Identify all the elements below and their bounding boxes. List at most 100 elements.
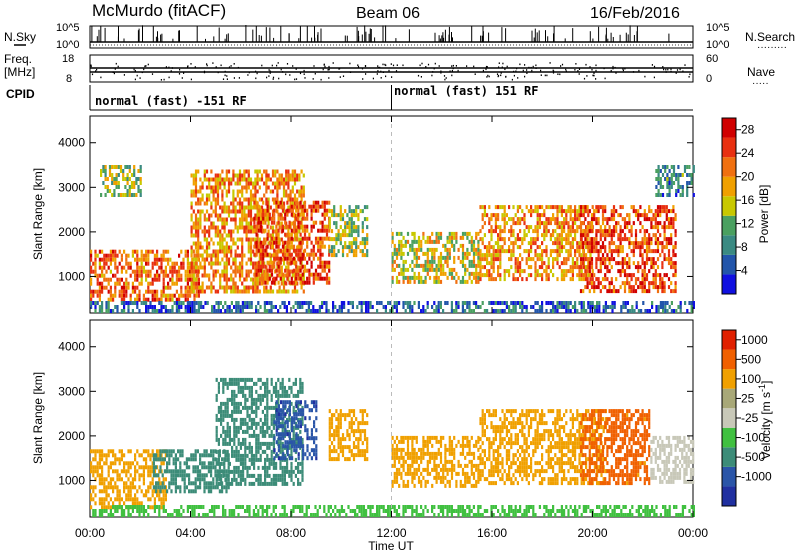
- echo-cell: [245, 277, 248, 282]
- echo-cell: [262, 244, 265, 249]
- echo-cell: [107, 481, 110, 486]
- echo-cell: [299, 256, 302, 261]
- freq-sample: [432, 71, 434, 73]
- echo-cell: [402, 267, 405, 272]
- echo-cell: [208, 177, 211, 182]
- echo-cell: [92, 469, 95, 474]
- echo-cell: [333, 253, 336, 258]
- echo-cell: [346, 225, 349, 230]
- echo-cell: [260, 177, 264, 182]
- freq-sample: [90, 64, 92, 67]
- echo-cell: [216, 185, 220, 190]
- echo-cell: [227, 461, 230, 466]
- echo-cell: [558, 221, 561, 226]
- echo-cell: [521, 241, 524, 246]
- freq-sample: [224, 74, 226, 77]
- echo-cell: [210, 265, 213, 270]
- echo-cell: [183, 485, 186, 490]
- echo-cell: [125, 493, 128, 498]
- echo-cell: [151, 493, 154, 498]
- freq-sample: [560, 65, 562, 67]
- echo-cell: [525, 309, 528, 313]
- echo-cell: [488, 221, 491, 226]
- echo-cell: [147, 305, 150, 309]
- echo-cell: [112, 461, 115, 466]
- echo-cell: [225, 469, 228, 474]
- echo-cell: [120, 277, 123, 282]
- echo-cell: [417, 235, 421, 240]
- echo-cell: [428, 263, 432, 268]
- echo-cell: [661, 261, 664, 266]
- echo-cell: [659, 181, 662, 185]
- echo-cell: [263, 273, 266, 278]
- freq-sample: [526, 72, 528, 74]
- echo-cell: [222, 377, 225, 382]
- echo-cell: [475, 279, 478, 284]
- echo-cell: [464, 263, 467, 268]
- echo-cell: [174, 457, 177, 462]
- echo-cell: [643, 233, 646, 238]
- echo-cell: [335, 241, 338, 246]
- echo-cell: [232, 193, 235, 198]
- echo-cell: [679, 185, 682, 189]
- echo-cell: [541, 277, 544, 282]
- echo-cell: [221, 193, 224, 198]
- echo-cell: [216, 233, 220, 238]
- echo-cell: [170, 473, 173, 478]
- echo-cell: [157, 485, 160, 490]
- echo-cell: [236, 209, 239, 214]
- echo-cell: [391, 267, 394, 272]
- echo-cell: [190, 261, 193, 266]
- echo-cell: [212, 197, 215, 202]
- echo-cell: [582, 213, 585, 218]
- echo-cell: [284, 252, 287, 257]
- echo-cell: [194, 269, 198, 274]
- echo-cell: [138, 289, 141, 294]
- echo-cell: [98, 497, 101, 502]
- echo-cell: [563, 257, 566, 262]
- echo-cell: [344, 225, 347, 230]
- nsearch-dots: ·········: [757, 42, 787, 53]
- echo-cell: [162, 461, 165, 466]
- echo-cell: [319, 276, 322, 281]
- echo-cell: [189, 273, 192, 278]
- echo-cell: [601, 241, 605, 246]
- echo-cell: [178, 309, 181, 313]
- echo-cell: [208, 197, 211, 202]
- echo-cell: [118, 489, 121, 494]
- freq-sample: [377, 70, 379, 72]
- echo-cell: [170, 481, 173, 486]
- echo-cell: [501, 245, 504, 250]
- echo-cell: [125, 285, 128, 290]
- echo-cell: [191, 301, 194, 305]
- echo-cell: [293, 217, 297, 222]
- echo-cell: [293, 233, 297, 238]
- echo-cell: [402, 259, 405, 264]
- echo-cell: [339, 213, 342, 218]
- echo-cell: [586, 281, 589, 286]
- echo-cell: [483, 273, 486, 278]
- echo-cell: [302, 249, 305, 254]
- echo-cell: [186, 269, 189, 274]
- echo-cell: [243, 213, 246, 218]
- echo-cell: [208, 233, 211, 238]
- echo-cell: [417, 301, 420, 305]
- echo-cell: [598, 309, 601, 313]
- echo-cell: [667, 225, 671, 230]
- echo-cell: [516, 269, 519, 274]
- echo-cell: [442, 263, 445, 268]
- echo-cell: [98, 481, 101, 486]
- echo-cell: [417, 243, 421, 248]
- echo-cell: [220, 481, 223, 486]
- echo-cell: [265, 245, 268, 250]
- echo-cell: [466, 279, 469, 284]
- echo-cell: [552, 261, 555, 266]
- echo-cell: [178, 253, 181, 258]
- echo-cell: [406, 251, 410, 256]
- echo-cell: [232, 281, 235, 286]
- echo-cell: [571, 245, 574, 250]
- echo-cell: [225, 289, 228, 294]
- echo-cell: [190, 453, 193, 458]
- echo-cell: [96, 281, 99, 286]
- freq-sample: [498, 62, 500, 64]
